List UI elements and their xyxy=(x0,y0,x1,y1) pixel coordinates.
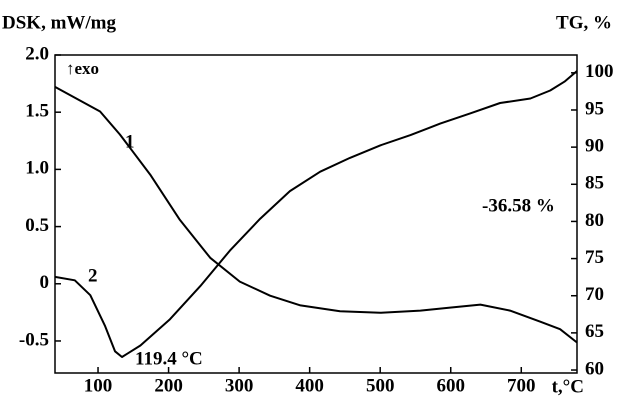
x-tick-label: 500 xyxy=(366,375,395,396)
y-tick-label: 2.0 xyxy=(25,43,49,64)
annotation: ↑exo xyxy=(66,59,99,78)
y-tick-label: 0 xyxy=(40,272,50,293)
y2-tick-label: 70 xyxy=(585,284,604,305)
x-tick-label: 100 xyxy=(84,375,113,396)
line xyxy=(54,70,578,358)
annotation: -36.58 % xyxy=(482,195,555,216)
y-tick-label: 0.5 xyxy=(25,215,49,236)
y2-tick-label: 85 xyxy=(585,173,604,194)
x-tick-label: 200 xyxy=(154,375,183,396)
plot-frame xyxy=(54,54,578,374)
x-tick-label: 600 xyxy=(436,375,465,396)
y-axis-label: DSK, mW/mg xyxy=(2,12,117,33)
annotation: 119.4 °C xyxy=(135,348,203,369)
x-tick-label: 400 xyxy=(295,375,324,396)
curve-label: 1 xyxy=(125,131,135,152)
curve-label: 2 xyxy=(88,265,98,286)
line xyxy=(54,86,578,344)
y-tick-label: 1.5 xyxy=(25,101,49,122)
y2-axis-label: TG, % xyxy=(556,12,612,33)
x-tick-label: 700 xyxy=(507,375,536,396)
y-tick-label: -0.5 xyxy=(19,329,49,350)
y2-tick-label: 80 xyxy=(585,210,604,231)
y2-tick-label: 60 xyxy=(585,358,604,379)
y2-tick-label: 90 xyxy=(585,135,604,156)
y-tick-label: 1.0 xyxy=(25,158,49,179)
y2-tick-label: 95 xyxy=(585,98,604,119)
y2-tick-label: 100 xyxy=(585,61,614,82)
x-tick-label: 300 xyxy=(225,375,254,396)
y2-tick-label: 75 xyxy=(585,247,604,268)
y2-tick-label: 65 xyxy=(585,321,604,342)
x-axis-label: t,°C xyxy=(552,376,584,397)
